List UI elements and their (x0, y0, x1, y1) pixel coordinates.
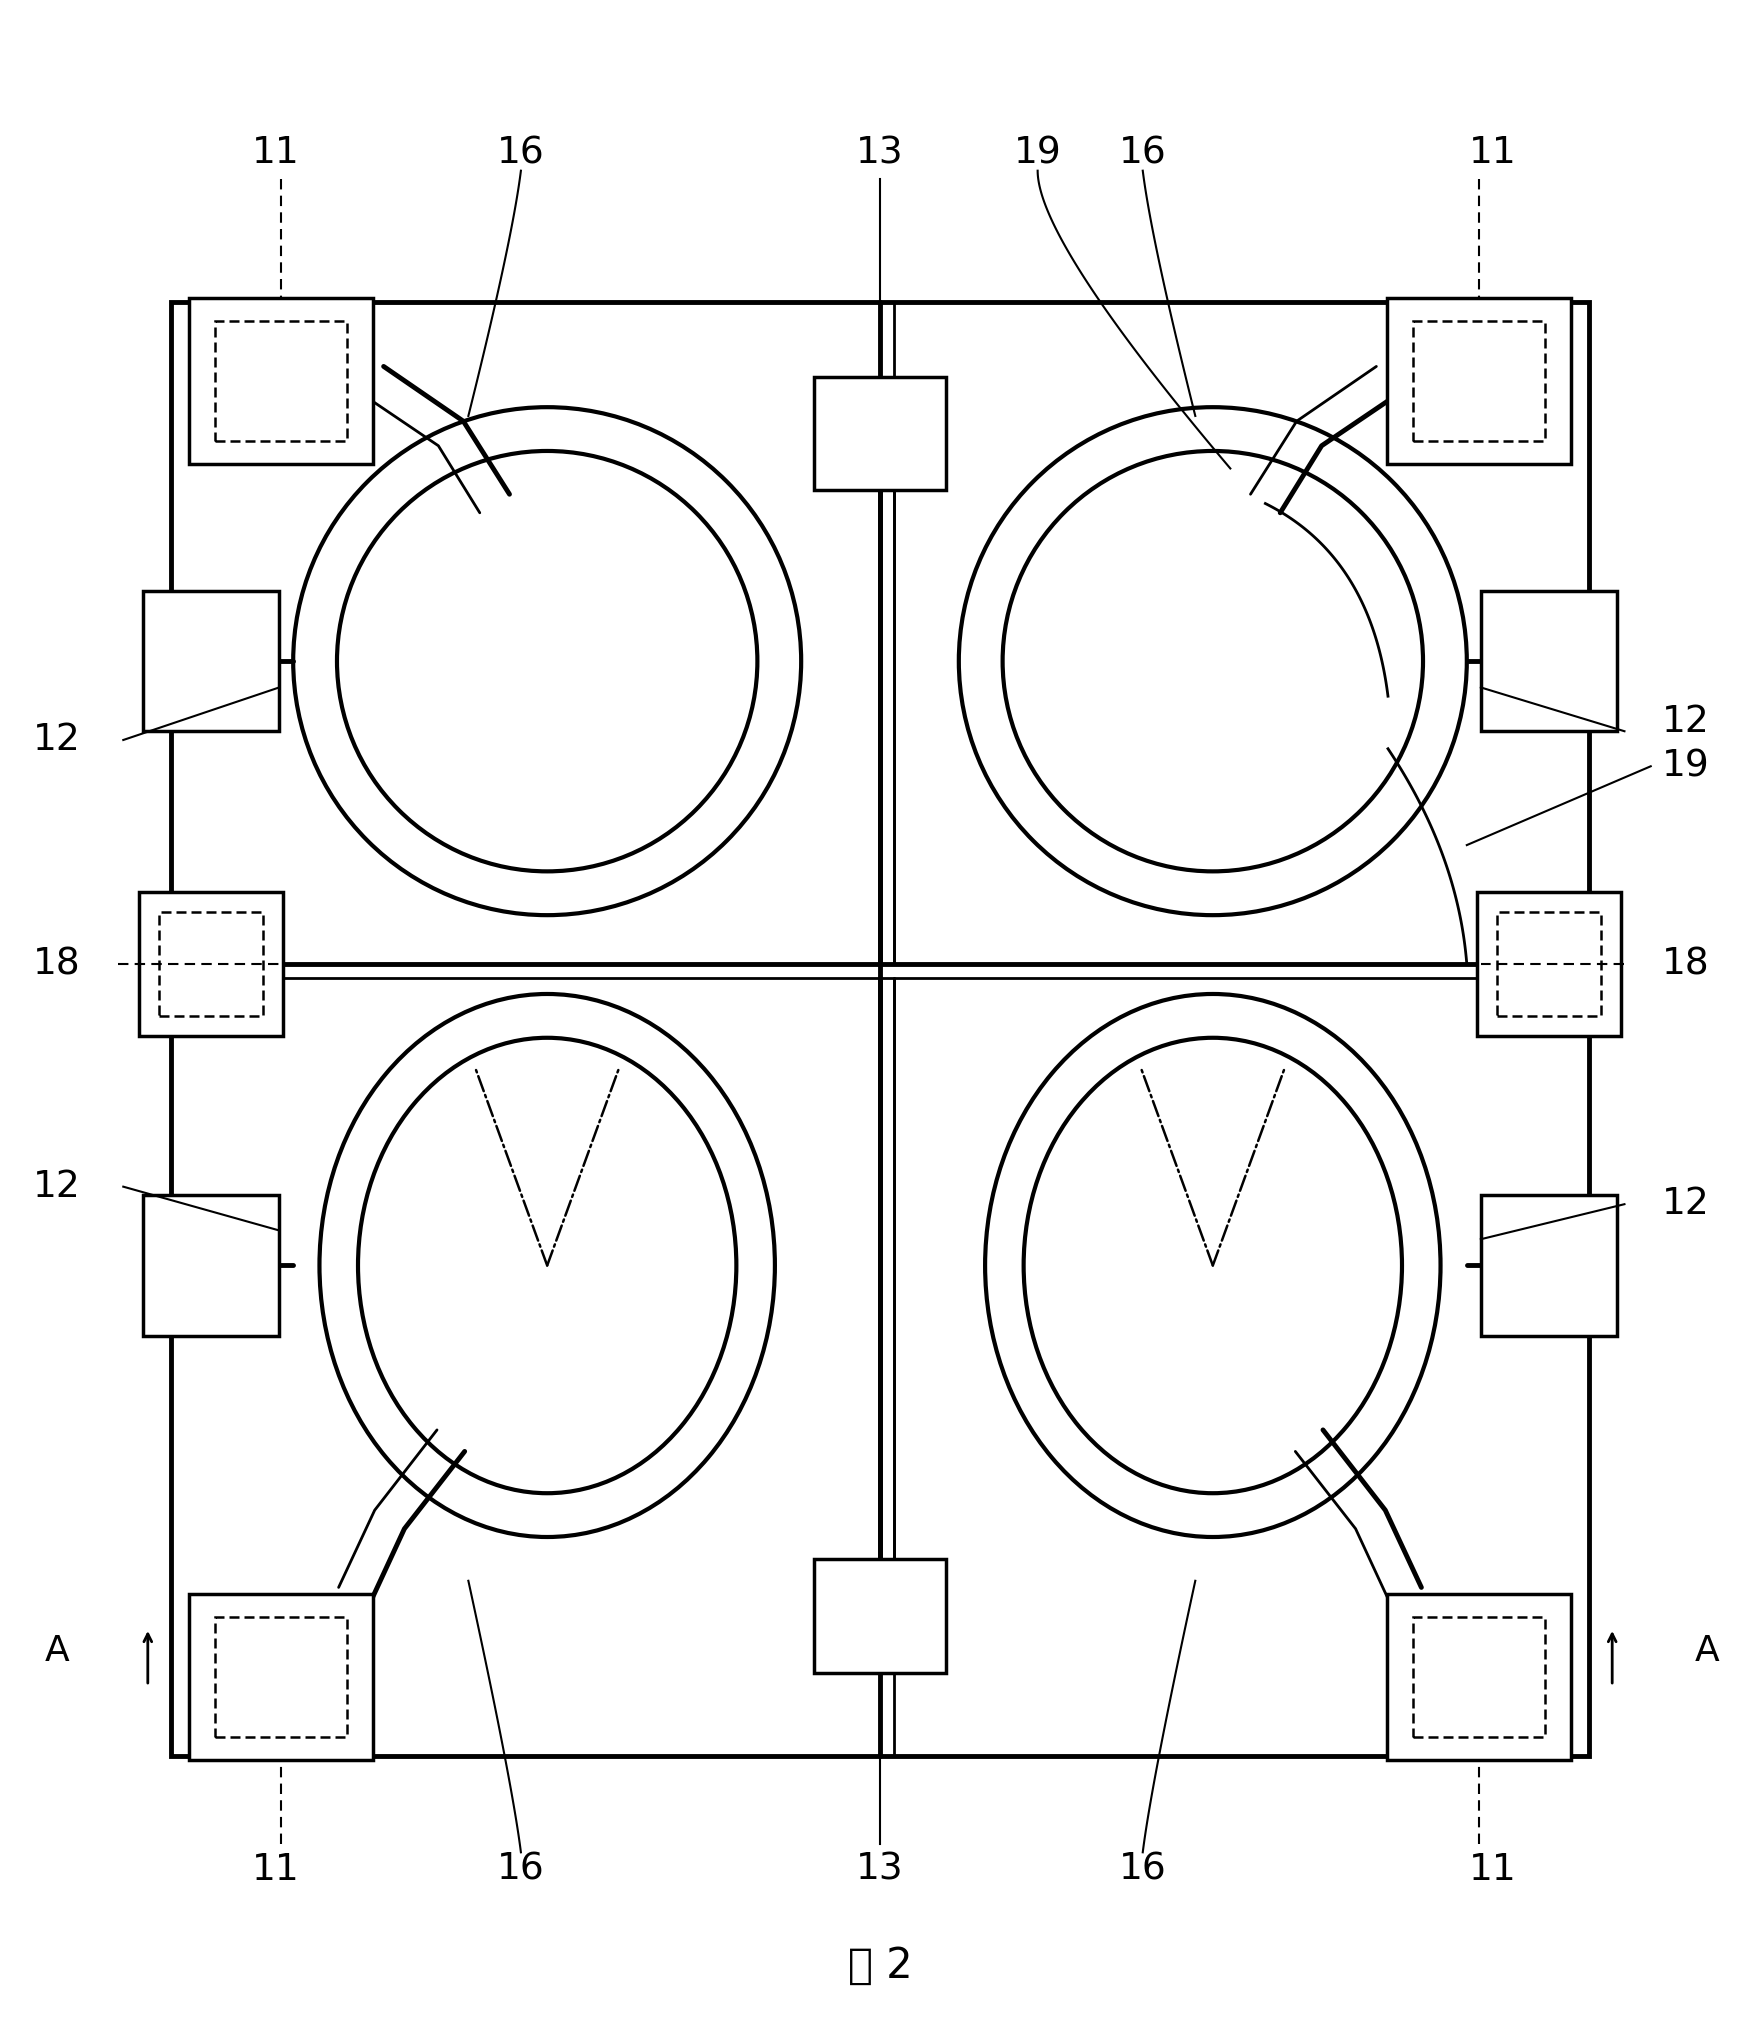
Bar (143, 1196, 280, 1335)
Ellipse shape (986, 993, 1440, 1537)
Bar (1413, 1616, 1545, 1738)
Bar (188, 297, 373, 463)
Bar (815, 1560, 945, 1673)
Bar (188, 1594, 373, 1760)
Ellipse shape (320, 993, 774, 1537)
Ellipse shape (357, 1038, 736, 1493)
Bar (1480, 1196, 1617, 1335)
Text: 12: 12 (1661, 704, 1709, 740)
Text: 13: 13 (855, 1851, 905, 1887)
Bar (1413, 322, 1545, 441)
Text: 16: 16 (496, 1851, 546, 1887)
Bar (1387, 297, 1572, 463)
Text: 16: 16 (1119, 136, 1167, 172)
Bar (215, 322, 347, 441)
Bar (158, 912, 262, 1016)
Circle shape (959, 407, 1466, 914)
Circle shape (294, 407, 801, 914)
Text: 19: 19 (1661, 749, 1709, 785)
Bar (139, 892, 283, 1036)
Bar (143, 591, 280, 730)
Bar (1498, 912, 1602, 1016)
Text: 11: 11 (252, 1851, 299, 1887)
Text: 11: 11 (252, 136, 299, 172)
Bar (1387, 1594, 1572, 1760)
Text: 19: 19 (1014, 136, 1061, 172)
Text: A: A (1695, 1635, 1720, 1667)
Bar (815, 376, 945, 490)
Text: 13: 13 (855, 136, 905, 172)
Text: 16: 16 (1119, 1851, 1167, 1887)
Text: 12: 12 (33, 1169, 81, 1204)
Bar (1480, 591, 1617, 730)
Circle shape (336, 451, 757, 872)
Bar (1477, 892, 1621, 1036)
Bar (215, 1616, 347, 1738)
Circle shape (1003, 451, 1424, 872)
Text: A: A (44, 1635, 69, 1667)
Ellipse shape (1024, 1038, 1403, 1493)
Text: 11: 11 (1470, 1851, 1517, 1887)
Text: 18: 18 (33, 947, 81, 983)
Text: 12: 12 (33, 722, 81, 759)
Text: 12: 12 (1661, 1185, 1709, 1222)
Text: 11: 11 (1470, 136, 1517, 172)
Text: 图 2: 图 2 (848, 1946, 912, 1987)
Text: 18: 18 (1661, 947, 1709, 983)
Text: 16: 16 (496, 136, 546, 172)
Bar (171, 301, 1589, 1756)
